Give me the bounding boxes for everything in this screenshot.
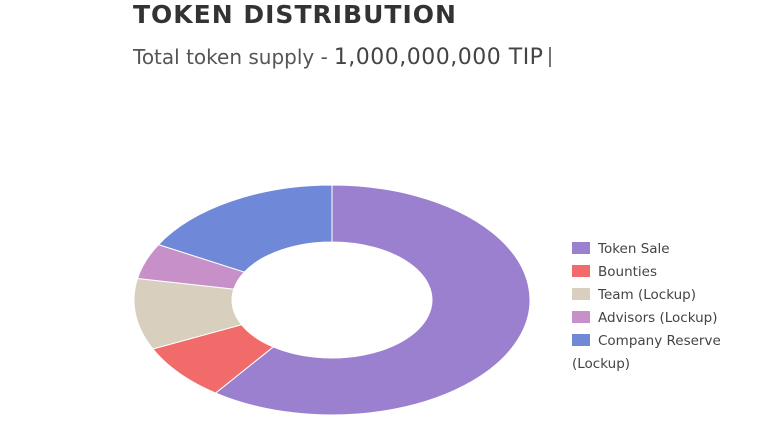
legend-item: Advisors (Lockup) [572, 307, 767, 330]
legend-swatch [572, 242, 590, 254]
donut-slice [157, 184, 333, 273]
legend-swatch [572, 311, 590, 323]
legend-label: Company Reserve (Lockup) [572, 333, 721, 372]
legend-label: Bounties [598, 264, 658, 280]
legend-label: Team (Lockup) [598, 287, 697, 303]
subtitle-label: Total token supply - [133, 45, 328, 69]
total-supply: 1,000,000,000 TIP [333, 45, 544, 70]
text-cursor [549, 47, 552, 67]
legend-swatch [572, 265, 590, 277]
legend-label: Token Sale [598, 241, 670, 257]
chart-title: TOKEN DISTRIBUTION [133, 0, 457, 29]
legend-swatch [572, 288, 590, 300]
legend-item: Bounties [572, 261, 767, 284]
legend-item: Company Reserve (Lockup) [572, 330, 767, 376]
legend-swatch [572, 334, 590, 346]
legend: Token Sale Bounties Team (Lockup) Advisors … [572, 238, 767, 376]
donut-slice [214, 184, 531, 416]
legend-label: Advisors (Lockup) [598, 310, 718, 326]
legend-item: Token Sale [572, 238, 767, 261]
subtitle: Total token supply -1,000,000,000 TIP [133, 45, 552, 70]
legend-item: Team (Lockup) [572, 284, 767, 307]
